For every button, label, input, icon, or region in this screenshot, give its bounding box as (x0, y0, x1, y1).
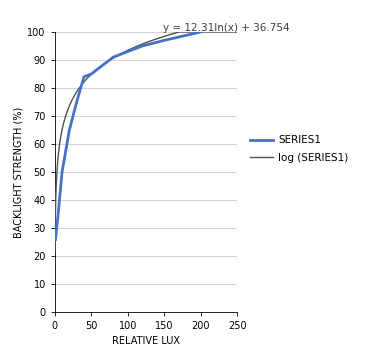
X-axis label: RELATIVE LUX: RELATIVE LUX (112, 335, 180, 346)
Text: y = 12.31ln(x) + 36.754: y = 12.31ln(x) + 36.754 (163, 23, 289, 33)
Legend: SERIES1, log (SERIES1): SERIES1, log (SERIES1) (246, 131, 353, 167)
Y-axis label: BACKLIGHT STRENGTH (%): BACKLIGHT STRENGTH (%) (13, 106, 23, 238)
